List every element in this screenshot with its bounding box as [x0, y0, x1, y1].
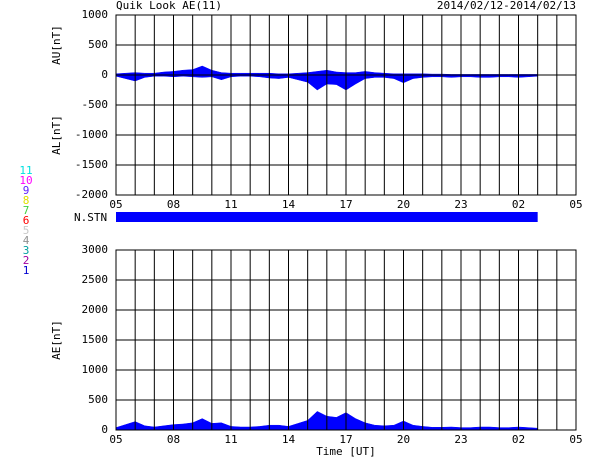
y-axis-label: AE[nT] — [50, 320, 63, 360]
x-tick-label: 02 — [512, 433, 525, 446]
y-tick-label: 1000 — [82, 8, 109, 21]
station-number: 5 — [23, 224, 30, 237]
x-tick-label: 11 — [224, 198, 237, 211]
y-axis-label: AL[nT] — [50, 115, 63, 155]
y-tick-label: 2500 — [82, 273, 109, 286]
x-tick-label: 05 — [109, 198, 122, 211]
y-tick-label: 1500 — [82, 333, 109, 346]
y-axis-label: AU[nT] — [50, 25, 63, 65]
y-tick-label: 2000 — [82, 303, 109, 316]
station-number: 6 — [23, 214, 30, 227]
chart-title: Quik Look AE(11) — [116, 0, 222, 12]
y-tick-label: 1000 — [82, 363, 109, 376]
station-number: 4 — [23, 234, 30, 247]
y-tick-label: 500 — [88, 393, 108, 406]
x-tick-label: 20 — [397, 198, 410, 211]
x-tick-label: 05 — [109, 433, 122, 446]
plot-frame — [115, 249, 577, 431]
x-tick-label: 02 — [512, 198, 525, 211]
y-tick-label: 0 — [101, 68, 108, 81]
x-tick-label: 08 — [167, 433, 180, 446]
y-tick-label: -2000 — [75, 188, 108, 201]
station-number: 3 — [23, 244, 30, 257]
x-tick-label: 14 — [282, 198, 296, 211]
station-number: 7 — [23, 204, 30, 217]
x-tick-label: 20 — [397, 433, 410, 446]
date-range: 2014/02/12-2014/02/13 — [437, 0, 576, 12]
y-tick-label: -500 — [82, 98, 109, 111]
y-tick-label: 0 — [101, 423, 108, 436]
y-tick-label: -1500 — [75, 158, 108, 171]
n-stn-label: N.STN — [74, 211, 107, 224]
x-tick-label: 23 — [454, 198, 467, 211]
x-tick-label: 11 — [224, 433, 237, 446]
x-tick-label: 05 — [569, 198, 582, 211]
station-number: 1 — [23, 264, 30, 277]
x-tick-label: 05 — [569, 433, 582, 446]
station-number: 8 — [23, 194, 30, 207]
station-number: 2 — [23, 254, 30, 267]
x-tick-label: 14 — [282, 433, 296, 446]
x-tick-label: 23 — [454, 433, 467, 446]
n-stn-bar — [116, 212, 538, 222]
x-tick-label: 17 — [339, 198, 352, 211]
station-number: 11 — [19, 164, 32, 177]
x-tick-label: 08 — [167, 198, 180, 211]
station-number: 10 — [19, 174, 32, 187]
plot-frame — [115, 14, 577, 196]
station-number: 9 — [23, 184, 30, 197]
y-tick-label: 500 — [88, 38, 108, 51]
x-tick-label: 17 — [339, 433, 352, 446]
x-axis-label: Time [UT] — [316, 445, 376, 458]
y-tick-label: -1000 — [75, 128, 108, 141]
y-tick-label: 3000 — [82, 243, 109, 256]
